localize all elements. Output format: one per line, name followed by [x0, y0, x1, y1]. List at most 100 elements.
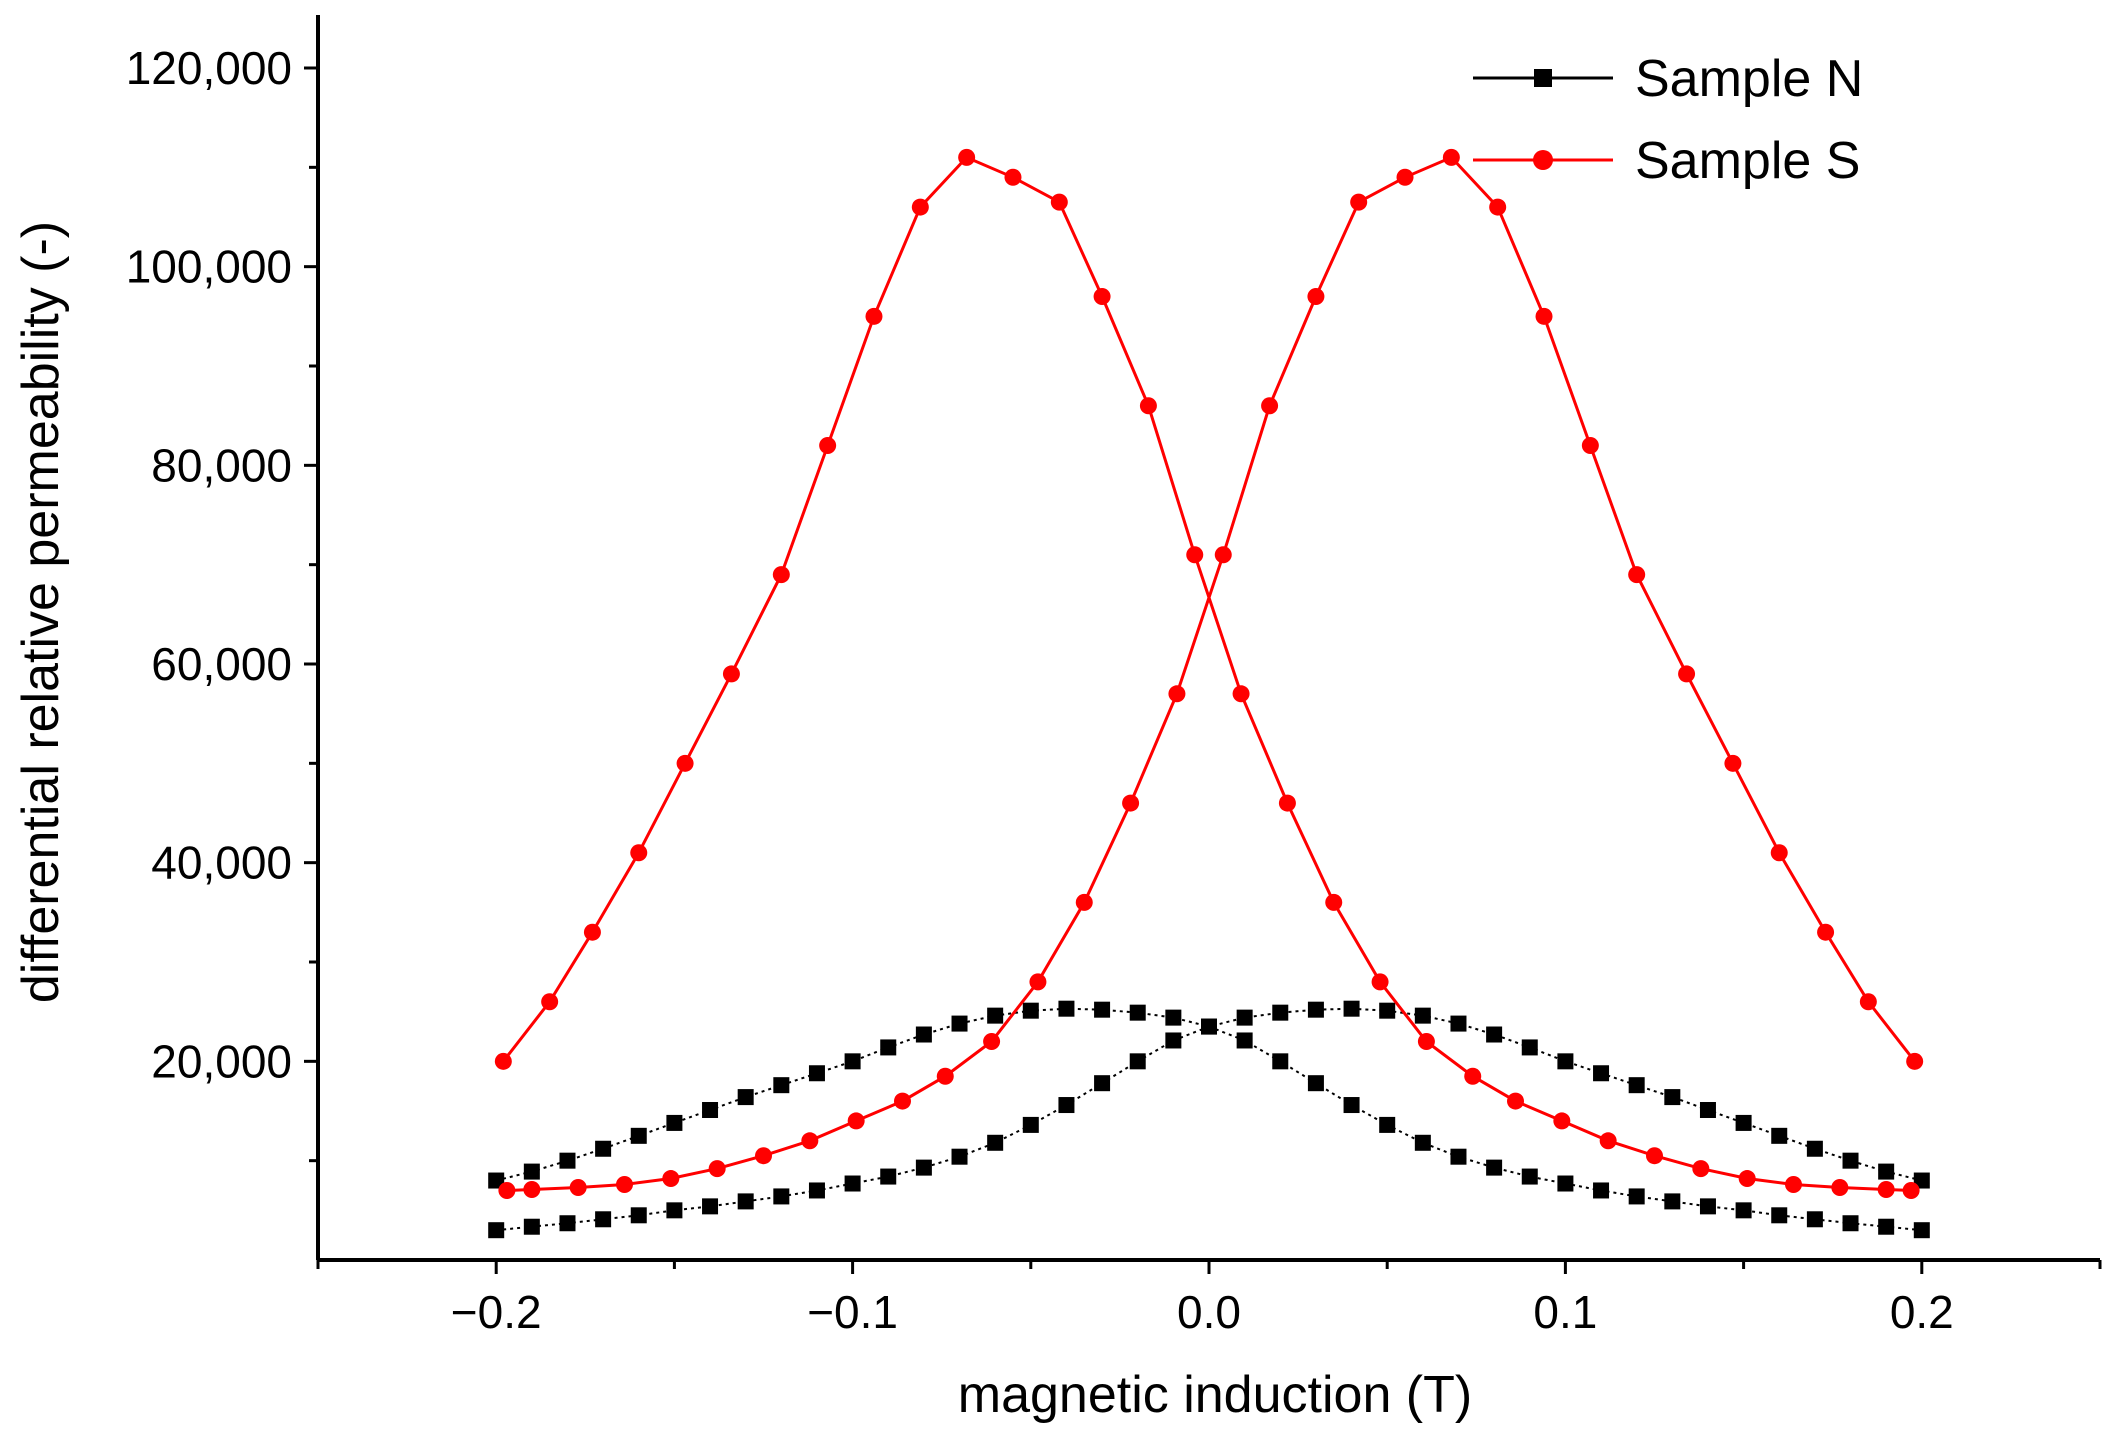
data-point-sample-n	[595, 1211, 612, 1228]
data-point-sample-s	[1139, 397, 1157, 415]
data-point-sample-n	[1343, 1000, 1360, 1017]
data-point-sample-s	[1599, 1132, 1617, 1150]
data-point-sample-n	[1699, 1198, 1716, 1215]
data-point-sample-n	[1699, 1102, 1716, 1119]
data-point-sample-s	[1902, 1181, 1920, 1199]
data-point-sample-n	[1486, 1026, 1503, 1043]
data-point-sample-s	[958, 148, 976, 166]
data-point-sample-n	[951, 1148, 968, 1165]
data-point-sample-s	[1738, 1170, 1756, 1188]
data-point-sample-n	[1201, 1018, 1217, 1035]
data-point-sample-s	[1784, 1176, 1802, 1194]
data-point-sample-n	[737, 1193, 754, 1210]
data-point-sample-n	[1806, 1140, 1823, 1157]
data-point-sample-s	[1004, 168, 1022, 186]
data-point-sample-n	[1022, 1002, 1039, 1019]
series-line-sample-n	[496, 1007, 1923, 1232]
data-point-sample-s	[1507, 1092, 1525, 1110]
legend-label-sample-n: Sample N	[1635, 50, 1863, 108]
data-point-sample-n	[915, 1159, 932, 1176]
data-point-sample-n	[1735, 1114, 1752, 1131]
data-point-sample-s	[983, 1032, 1001, 1050]
data-point-sample-n	[1521, 1039, 1538, 1056]
data-point-sample-s	[1817, 923, 1835, 941]
data-point-sample-s	[1628, 566, 1646, 584]
data-point-sample-n	[1735, 1202, 1752, 1219]
data-point-sample-s	[847, 1112, 865, 1130]
data-point-sample-s	[1678, 665, 1696, 683]
data-point-sample-n	[808, 1065, 825, 1082]
data-point-sample-n	[1236, 1032, 1253, 1049]
data-point-sample-s	[1442, 148, 1460, 166]
y-axis-ticks: 20,000 40,000 60,000 80,000 100,000 120,000	[126, 42, 318, 1163]
data-point-sample-n	[1272, 1004, 1289, 1021]
y-tick-label: 60,000	[151, 638, 292, 690]
data-point-sample-s	[1646, 1147, 1663, 1165]
y-tick-label: 80,000	[151, 439, 292, 491]
data-point-sample-n	[1058, 1000, 1075, 1017]
data-point-sample-s	[1581, 436, 1599, 454]
data-point-sample-n	[1593, 1182, 1610, 1199]
data-point-sample-n	[523, 1163, 540, 1180]
data-point-sample-s	[1553, 1112, 1571, 1130]
data-point-sample-n	[1521, 1168, 1538, 1185]
data-point-sample-s	[911, 198, 929, 216]
data-point-sample-n	[702, 1198, 719, 1215]
data-point-sample-s	[1724, 754, 1742, 772]
data-point-sample-s	[1417, 1032, 1435, 1050]
data-point-sample-s	[1692, 1160, 1710, 1178]
data-point-sample-n	[844, 1053, 861, 1070]
data-point-sample-s	[676, 754, 694, 772]
data-point-sample-s	[569, 1178, 587, 1196]
data-point-sample-n	[1806, 1211, 1823, 1228]
data-point-sample-s	[1029, 973, 1047, 991]
data-point-sample-n	[1414, 1134, 1431, 1151]
data-point-sample-n	[1165, 1032, 1182, 1049]
data-point-sample-n	[1913, 1222, 1930, 1239]
data-point-sample-n	[737, 1089, 754, 1106]
data-point-sample-s	[936, 1067, 954, 1085]
data-point-sample-s	[662, 1170, 680, 1188]
legend: Sample N Sample S	[1473, 50, 1863, 190]
data-point-sample-s	[801, 1132, 819, 1150]
data-point-sample-n	[773, 1188, 790, 1205]
data-point-sample-s	[1261, 397, 1279, 415]
plot-series	[488, 148, 1930, 1239]
data-point-sample-s	[1371, 973, 1389, 991]
x-axis-title: magnetic induction (T)	[958, 1366, 1472, 1424]
data-point-sample-s	[541, 993, 559, 1011]
data-point-sample-n	[666, 1202, 683, 1219]
legend-marker-sample-s	[1533, 150, 1553, 170]
series-line-sample-n	[495, 1007, 1922, 1232]
data-point-sample-s	[1093, 287, 1111, 305]
data-point-sample-n	[987, 1134, 1004, 1151]
data-point-sample-n	[1878, 1218, 1895, 1235]
data-point-sample-s	[630, 844, 648, 862]
data-point-sample-s	[1877, 1180, 1895, 1198]
x-tick-label: 0.0	[1177, 1286, 1241, 1338]
data-point-sample-n	[880, 1039, 897, 1056]
data-point-sample-n	[1343, 1097, 1360, 1114]
data-point-sample-s	[819, 436, 837, 454]
data-point-sample-n	[808, 1182, 825, 1199]
data-point-sample-n	[880, 1168, 897, 1185]
data-point-sample-s	[1278, 794, 1296, 812]
data-point-sample-s	[583, 923, 601, 941]
data-point-sample-n	[1379, 1002, 1396, 1019]
data-point-sample-s	[1350, 193, 1368, 211]
data-point-sample-s	[1168, 685, 1186, 703]
data-point-sample-n	[1842, 1215, 1859, 1232]
data-point-sample-n	[1414, 1007, 1431, 1024]
legend-item-sample-s: Sample S	[1473, 132, 1860, 190]
data-point-sample-n	[773, 1077, 790, 1094]
data-point-sample-n	[1913, 1172, 1930, 1189]
data-point-sample-n	[1664, 1089, 1681, 1106]
data-point-sample-n	[1022, 1116, 1039, 1133]
data-point-sample-n	[1628, 1077, 1645, 1094]
data-point-sample-s	[1122, 794, 1140, 812]
data-point-sample-n	[1272, 1053, 1289, 1070]
data-point-sample-s	[1325, 893, 1343, 911]
data-point-sample-n	[1878, 1163, 1895, 1180]
data-point-sample-s	[865, 307, 883, 325]
